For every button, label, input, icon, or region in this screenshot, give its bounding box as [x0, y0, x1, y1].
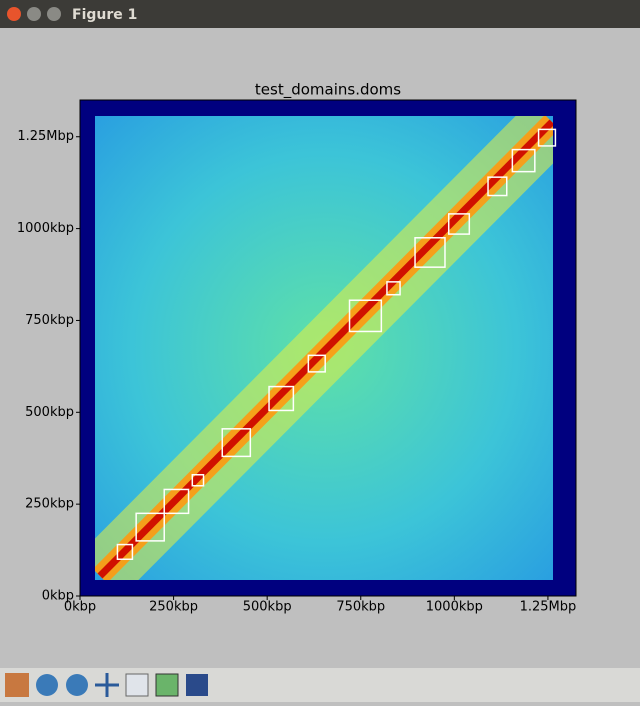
- forward-button[interactable]: [66, 674, 88, 696]
- toolbar-buttons: [5, 673, 208, 697]
- y-tick-label: 250kbp: [25, 497, 74, 512]
- diagonal-band: [97, 119, 553, 579]
- domain-box: [386, 281, 401, 296]
- y-tick-label: 1000kbp: [17, 221, 74, 236]
- x-tick-label: 750kbp: [336, 600, 385, 615]
- subplots-button[interactable]: [125, 673, 149, 697]
- x-tick-label: 500kbp: [243, 600, 292, 615]
- domain-box: [268, 385, 295, 412]
- x-tick-label: 1.25Mbp: [520, 600, 577, 615]
- domain-box: [537, 128, 557, 147]
- heatmap: [95, 116, 553, 580]
- domain-box: [116, 543, 134, 561]
- maximize-button[interactable]: [47, 7, 61, 21]
- configure-button[interactable]: [155, 673, 179, 697]
- y-tick-label: 750kbp: [25, 313, 74, 328]
- y-tick-label: 500kbp: [25, 405, 74, 420]
- minimize-button[interactable]: [27, 7, 41, 21]
- title-bar: [0, 0, 640, 28]
- domain-box: [414, 237, 446, 268]
- close-button[interactable]: [7, 7, 21, 21]
- domain-box: [135, 512, 165, 542]
- x-tick-label: 0kbp: [64, 600, 96, 615]
- domain-box: [307, 354, 326, 373]
- domain-box: [191, 474, 205, 487]
- domain-box: [163, 488, 190, 515]
- back-button[interactable]: [36, 674, 58, 696]
- window-title: Figure 1: [72, 7, 137, 23]
- x-tick-label: 1000kbp: [426, 600, 483, 615]
- domain-box: [487, 176, 508, 197]
- pan-button[interactable]: [95, 673, 119, 697]
- axes-frame: [79, 99, 577, 597]
- chart-title: test_domains.doms: [255, 81, 401, 100]
- x-tick-label: 250kbp: [149, 600, 198, 615]
- domain-box: [511, 148, 536, 173]
- y-tick-label: 1.25Mbp: [17, 129, 74, 144]
- domain-box: [348, 299, 383, 333]
- home-button[interactable]: [5, 673, 29, 697]
- domain-box: [447, 213, 471, 235]
- y-tick-label: 0kbp: [42, 589, 74, 604]
- save-button[interactable]: [186, 674, 208, 696]
- domain-box: [221, 428, 252, 458]
